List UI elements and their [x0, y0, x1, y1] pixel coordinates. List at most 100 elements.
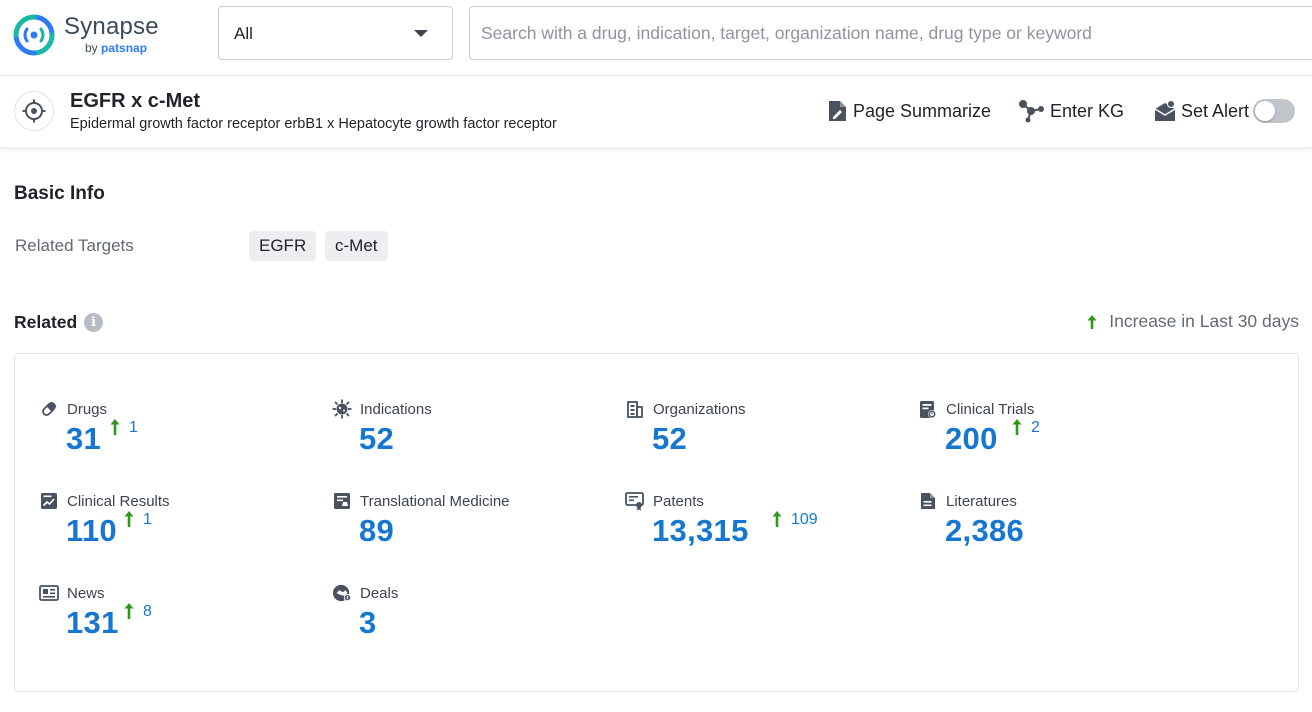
arrow-up-icon [124, 510, 134, 528]
stat-value: 2,386 [945, 513, 1024, 549]
handshake-icon [332, 583, 352, 603]
stat-increase: 8 [124, 602, 152, 621]
stat-translational-medicine[interactable]: Translational Medicine 89 [332, 491, 612, 571]
stat-header: Organizations [625, 399, 746, 419]
certificate-icon [625, 491, 645, 511]
search-scope-value: All [234, 24, 253, 44]
stat-increase-value: 8 [143, 603, 152, 621]
related-heading: Related [14, 312, 77, 333]
arrow-up-icon [772, 510, 782, 528]
stat-header: Literatures [918, 491, 1017, 511]
stat-increase-value: 2 [1031, 419, 1040, 437]
flask-doc-icon [332, 491, 352, 511]
stat-value: 13,315 [652, 513, 749, 549]
stat-label: Patents [653, 493, 704, 510]
arrow-up-icon [110, 418, 120, 436]
stat-increase: 1 [124, 510, 152, 529]
stat-value: 131 [66, 605, 119, 641]
stat-label: Drugs [67, 401, 107, 418]
related-targets-label: Related Targets [15, 236, 134, 256]
stat-label: Clinical Trials [946, 401, 1034, 418]
target-tag-cmet[interactable]: c-Met [325, 231, 388, 261]
stat-increase: 109 [772, 510, 818, 529]
stat-increase-value: 109 [791, 511, 818, 529]
stat-header: Drugs [39, 399, 107, 419]
stat-header: Clinical Trials [918, 399, 1034, 419]
page-summarize-label: Page Summarize [853, 101, 991, 122]
stat-label: News [67, 585, 105, 602]
related-stats-card: Drugs 31 1 Indications 52 Organizations … [14, 353, 1299, 692]
stat-increase-value: 1 [129, 419, 138, 437]
alert-mail-icon [1154, 100, 1176, 122]
clipboard-icon [918, 399, 938, 419]
search-input[interactable] [469, 6, 1312, 60]
enter-kg-label: Enter KG [1050, 101, 1124, 122]
building-icon [625, 399, 645, 419]
target-crosshair-icon [14, 91, 54, 131]
virus-icon [332, 399, 352, 419]
stat-value: 52 [652, 421, 687, 457]
stat-value: 110 [66, 513, 117, 549]
stat-value: 52 [359, 421, 394, 457]
stat-label: Translational Medicine [360, 493, 510, 510]
top-bar: Synapse by patsnap All [0, 0, 1312, 76]
set-alert-button[interactable]: Set Alert [1154, 98, 1249, 124]
stat-organizations[interactable]: Organizations 52 [625, 399, 905, 479]
set-alert-toggle[interactable] [1253, 99, 1295, 123]
stat-label: Organizations [653, 401, 746, 418]
page-summarize-button[interactable]: Page Summarize [827, 98, 991, 124]
stat-header: News [39, 583, 105, 603]
stat-news[interactable]: News 131 8 [39, 583, 319, 663]
stat-clinical-results[interactable]: Clinical Results 110 1 [39, 491, 319, 571]
search-scope-select[interactable]: All [218, 6, 453, 60]
stat-label: Clinical Results [67, 493, 170, 510]
arrow-up-icon [1012, 418, 1022, 436]
stat-value: 3 [359, 605, 377, 641]
increase-legend-text: Increase in Last 30 days [1109, 311, 1299, 332]
caret-down-icon [414, 30, 428, 37]
target-header: EGFR x c-Met Epidermal growth factor rec… [0, 76, 1312, 148]
pill-icon [39, 399, 59, 419]
stat-label: Indications [360, 401, 432, 418]
chart-doc-icon [39, 491, 59, 511]
toggle-knob [1255, 101, 1275, 121]
stat-value: 89 [359, 513, 394, 549]
stat-clinical-trials[interactable]: Clinical Trials 200 2 [918, 399, 1198, 479]
page-title: EGFR x c-Met [70, 90, 200, 113]
summarize-doc-icon [827, 100, 848, 122]
enter-kg-button[interactable]: Enter KG [1018, 98, 1124, 124]
stat-indications[interactable]: Indications 52 [332, 399, 612, 479]
basic-info-heading: Basic Info [14, 183, 105, 205]
stat-label: Deals [360, 585, 398, 602]
stat-label: Literatures [946, 493, 1017, 510]
synapse-logo-icon [13, 14, 55, 56]
stat-value: 31 [66, 421, 101, 457]
stat-literatures[interactable]: Literatures 2,386 [918, 491, 1198, 571]
brand-byline: by patsnap [85, 41, 147, 55]
stat-deals[interactable]: Deals 3 [332, 583, 612, 663]
stat-header: Translational Medicine [332, 491, 510, 511]
stat-header: Indications [332, 399, 432, 419]
brand-by-brand: patsnap [101, 41, 147, 55]
brand-by-text: by [85, 41, 98, 55]
increase-legend: Increase in Last 30 days [1087, 311, 1299, 332]
stat-increase: 2 [1012, 418, 1040, 437]
brand-name: Synapse [64, 13, 159, 41]
stat-header: Deals [332, 583, 398, 603]
set-alert-label: Set Alert [1181, 101, 1249, 122]
target-tag-egfr[interactable]: EGFR [249, 231, 316, 261]
knowledge-graph-icon [1018, 99, 1045, 123]
synapse-logo[interactable]: Synapse by patsnap [13, 13, 173, 57]
stat-value: 200 [945, 421, 998, 457]
stat-header: Clinical Results [39, 491, 170, 511]
stat-increase-value: 1 [143, 511, 152, 529]
newspaper-icon [39, 583, 59, 603]
arrow-up-icon [124, 602, 134, 620]
stat-header: Patents [625, 491, 704, 511]
page-subtitle: Epidermal growth factor receptor erbB1 x… [70, 116, 557, 132]
info-icon[interactable]: i [84, 313, 103, 332]
stat-patents[interactable]: Patents 13,315 109 [625, 491, 905, 571]
arrow-up-icon [1087, 314, 1097, 330]
stat-drugs[interactable]: Drugs 31 1 [39, 399, 319, 479]
stat-increase: 1 [110, 418, 138, 437]
